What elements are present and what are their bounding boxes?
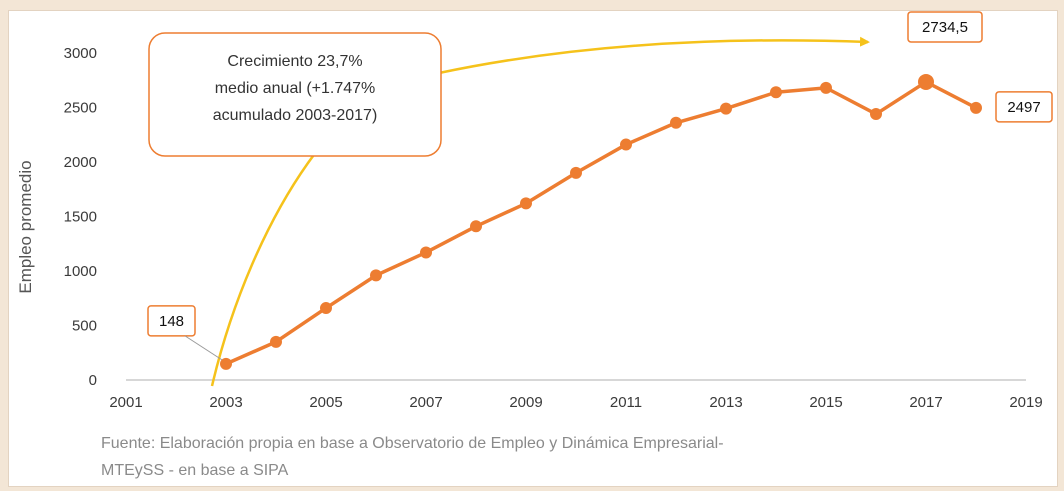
- x-tick-label: 2001: [109, 394, 142, 411]
- line-chart: 0 500 1000 1500 2000 2500 3000 2001 2003 2005 2007…: [16, 11, 1053, 479]
- y-tick-label: 3000: [64, 45, 97, 62]
- data-label: 2497: [1007, 99, 1040, 116]
- data-point: [820, 81, 832, 94]
- x-tick-label: 2009: [509, 394, 542, 411]
- series-group: [220, 73, 982, 370]
- data-labels: 148 2734,5 2497: [147, 11, 1053, 361]
- x-tick-label: 2007: [409, 394, 442, 411]
- growth-arrow-top: [438, 36, 870, 75]
- data-point: [220, 357, 232, 370]
- callout-line: Crecimiento 23,7%: [227, 53, 362, 70]
- data-point: [370, 269, 382, 282]
- y-tick-label: 1500: [64, 209, 97, 226]
- y-axis-label: Empleo promedio: [16, 160, 35, 293]
- y-tick-label: 2000: [64, 154, 97, 171]
- data-label-box: [147, 305, 196, 337]
- data-label-leader: [184, 335, 223, 361]
- data-label: 2734,5: [922, 19, 968, 36]
- x-tick-label: 2003: [209, 394, 242, 411]
- source-line-2: MTEySS - en base a SIPA: [101, 462, 289, 479]
- x-tick-label: 2015: [809, 394, 842, 411]
- data-point: [270, 335, 282, 348]
- data-point: [620, 138, 632, 151]
- y-tick-label: 2500: [64, 100, 97, 117]
- y-tick-label: 500: [72, 318, 97, 335]
- growth-callout: Crecimiento 23,7% medio anual (+1.747% acu…: [148, 32, 442, 157]
- data-point: [870, 108, 882, 121]
- x-tick-label: 2005: [309, 394, 342, 411]
- data-label-box: [907, 11, 983, 43]
- y-tick-label: 1000: [64, 263, 97, 280]
- data-point: [970, 101, 982, 114]
- data-point: [320, 302, 332, 315]
- data-label: 148: [159, 313, 184, 330]
- callout-line: acumulado 2003-2017): [213, 107, 378, 124]
- axes: 0 500 1000 1500 2000 2500 3000 2001 2003 2005 2007…: [64, 45, 1043, 411]
- data-label-box: [995, 91, 1053, 123]
- callout-box: [148, 32, 442, 157]
- data-point: [670, 116, 682, 129]
- series-line: [225, 80, 977, 366]
- chart-panel: 0 500 1000 1500 2000 2500 3000 2001 2003 2005 2007…: [8, 10, 1058, 487]
- x-tick-label: 2017: [909, 394, 942, 411]
- x-tick-label: 2013: [709, 394, 742, 411]
- x-tick-label: 2019: [1009, 394, 1042, 411]
- data-point: [520, 197, 532, 210]
- callout-line: medio anual (+1.747%: [215, 80, 376, 97]
- data-point: [918, 73, 934, 90]
- y-tick-label: 0: [89, 372, 97, 389]
- source-line-1: Fuente: Elaboración propia en base a Obs…: [101, 435, 724, 452]
- data-point: [470, 220, 482, 233]
- data-point: [570, 166, 582, 179]
- data-point: [770, 86, 782, 99]
- data-point: [720, 102, 732, 115]
- data-point: [420, 246, 432, 259]
- x-tick-label: 2011: [610, 394, 642, 411]
